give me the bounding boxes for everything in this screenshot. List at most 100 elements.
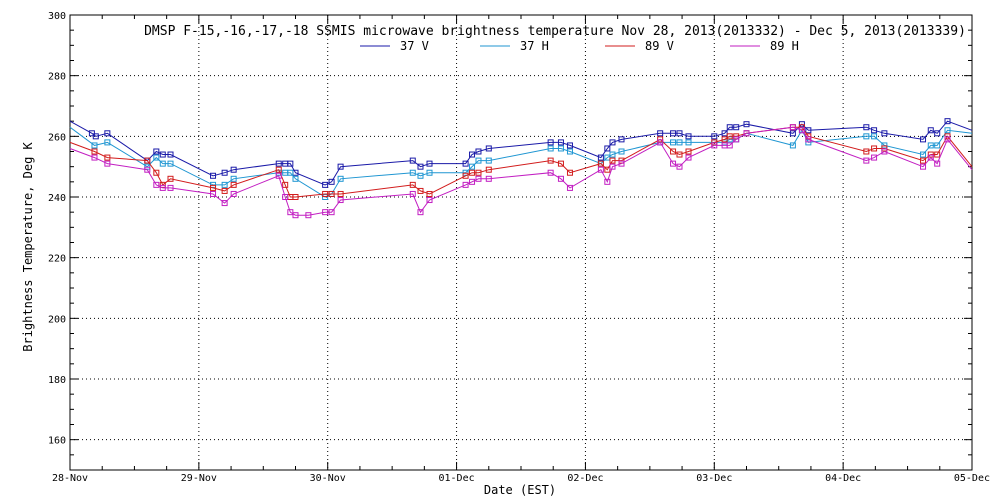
data-point-marker (292, 212, 299, 219)
data-point-marker (789, 124, 796, 131)
data-point-marker (462, 172, 469, 179)
data-point-marker (417, 163, 424, 170)
data-point-marker (144, 163, 151, 170)
data-point-marker (685, 148, 692, 155)
y-tick-label: 240 (48, 193, 66, 204)
data-point-marker (292, 194, 299, 200)
data-point-marker (417, 187, 424, 194)
data-point-marker (210, 184, 217, 191)
data-point-marker (159, 184, 166, 191)
data-point-marker (726, 124, 733, 131)
data-point-marker (557, 175, 564, 182)
data-point-marker (159, 151, 166, 158)
data-point-marker (920, 163, 927, 170)
data-point-marker (305, 212, 312, 219)
data-point-marker (557, 139, 564, 146)
data-point-marker (462, 169, 469, 176)
data-point-marker (282, 194, 289, 200)
data-point-marker (469, 169, 476, 176)
data-point-marker (167, 151, 174, 158)
y-tick-label: 280 (48, 72, 66, 83)
data-point-marker (670, 130, 677, 137)
data-point-marker (934, 160, 941, 167)
data-point-marker (657, 130, 664, 137)
data-point-marker (789, 142, 796, 149)
data-point-marker (485, 157, 492, 164)
data-point-marker (566, 148, 573, 155)
series-line (69, 126, 973, 198)
data-point-marker (167, 160, 174, 167)
data-point-marker (881, 142, 888, 149)
data-point-marker (920, 151, 927, 158)
data-point-marker (159, 160, 166, 167)
data-point-marker (927, 127, 934, 134)
y-tick-label: 300 (48, 11, 66, 22)
x-tick-label: 28-Nov (52, 473, 88, 484)
data-point-marker (337, 163, 344, 170)
y-tick-label: 220 (48, 254, 66, 265)
data-point-marker (337, 190, 344, 197)
data-point-marker (566, 142, 573, 149)
data-point-marker (597, 160, 604, 167)
data-point-marker (469, 178, 476, 185)
data-point-marker (409, 157, 416, 164)
data-point-marker (282, 181, 289, 188)
data-point-marker (547, 145, 554, 152)
data-point-marker (322, 181, 329, 188)
x-tick-label: 04-Dec (825, 473, 861, 484)
data-point-marker (557, 145, 564, 152)
data-point-marker (485, 166, 492, 173)
data-point-marker (210, 190, 217, 197)
data-point-marker (934, 151, 941, 158)
data-series (69, 118, 973, 219)
x-axis-title: Date (EST) (484, 483, 556, 497)
data-point-marker (409, 169, 416, 176)
data-point-marker (417, 172, 424, 179)
data-point-marker (462, 160, 469, 167)
data-point-marker (805, 127, 812, 134)
y-tick-label: 260 (48, 132, 66, 143)
data-point-marker (91, 148, 98, 155)
data-point-marker (798, 124, 805, 131)
data-point-marker (881, 130, 888, 137)
data-point-marker (462, 181, 469, 188)
data-point-marker (609, 157, 616, 164)
data-point-marker (657, 139, 664, 146)
data-point-marker (167, 184, 174, 191)
data-point-marker (221, 200, 228, 207)
data-point-marker (91, 154, 98, 161)
data-point-marker (618, 136, 625, 143)
data-point-marker (337, 175, 344, 182)
data-point-marker (230, 190, 237, 197)
data-point-marker (944, 136, 951, 143)
data-point-marker (609, 163, 616, 170)
data-point-marker (417, 209, 424, 216)
data-point-marker (292, 175, 299, 182)
data-point-marker (475, 169, 482, 176)
data-point-marker (676, 163, 683, 170)
series-37-v (69, 118, 973, 188)
data-point-marker (618, 160, 625, 167)
data-point-marker (863, 124, 870, 131)
data-point-marker (685, 133, 692, 140)
data-point-marker (469, 151, 476, 158)
axes: 160 180 200 220 240 260 280 300 28-Nov 29-Nov 30-N… (48, 11, 990, 484)
data-point-marker (557, 160, 564, 167)
data-point-marker (733, 136, 740, 143)
data-point-marker (566, 184, 573, 191)
data-point-marker (743, 121, 750, 128)
data-point-marker (104, 160, 111, 167)
series-line (69, 126, 973, 216)
x-tick-label: 03-Dec (696, 473, 732, 484)
data-point-marker (863, 157, 870, 164)
data-point-marker (726, 133, 733, 140)
data-point-marker (153, 148, 160, 155)
data-point-marker (426, 190, 433, 197)
data-point-marker (927, 142, 934, 149)
data-point-marker (871, 133, 878, 140)
data-point-marker (275, 166, 282, 173)
data-point-marker (863, 148, 870, 155)
data-point-marker (547, 169, 554, 176)
data-point-marker (871, 145, 878, 152)
